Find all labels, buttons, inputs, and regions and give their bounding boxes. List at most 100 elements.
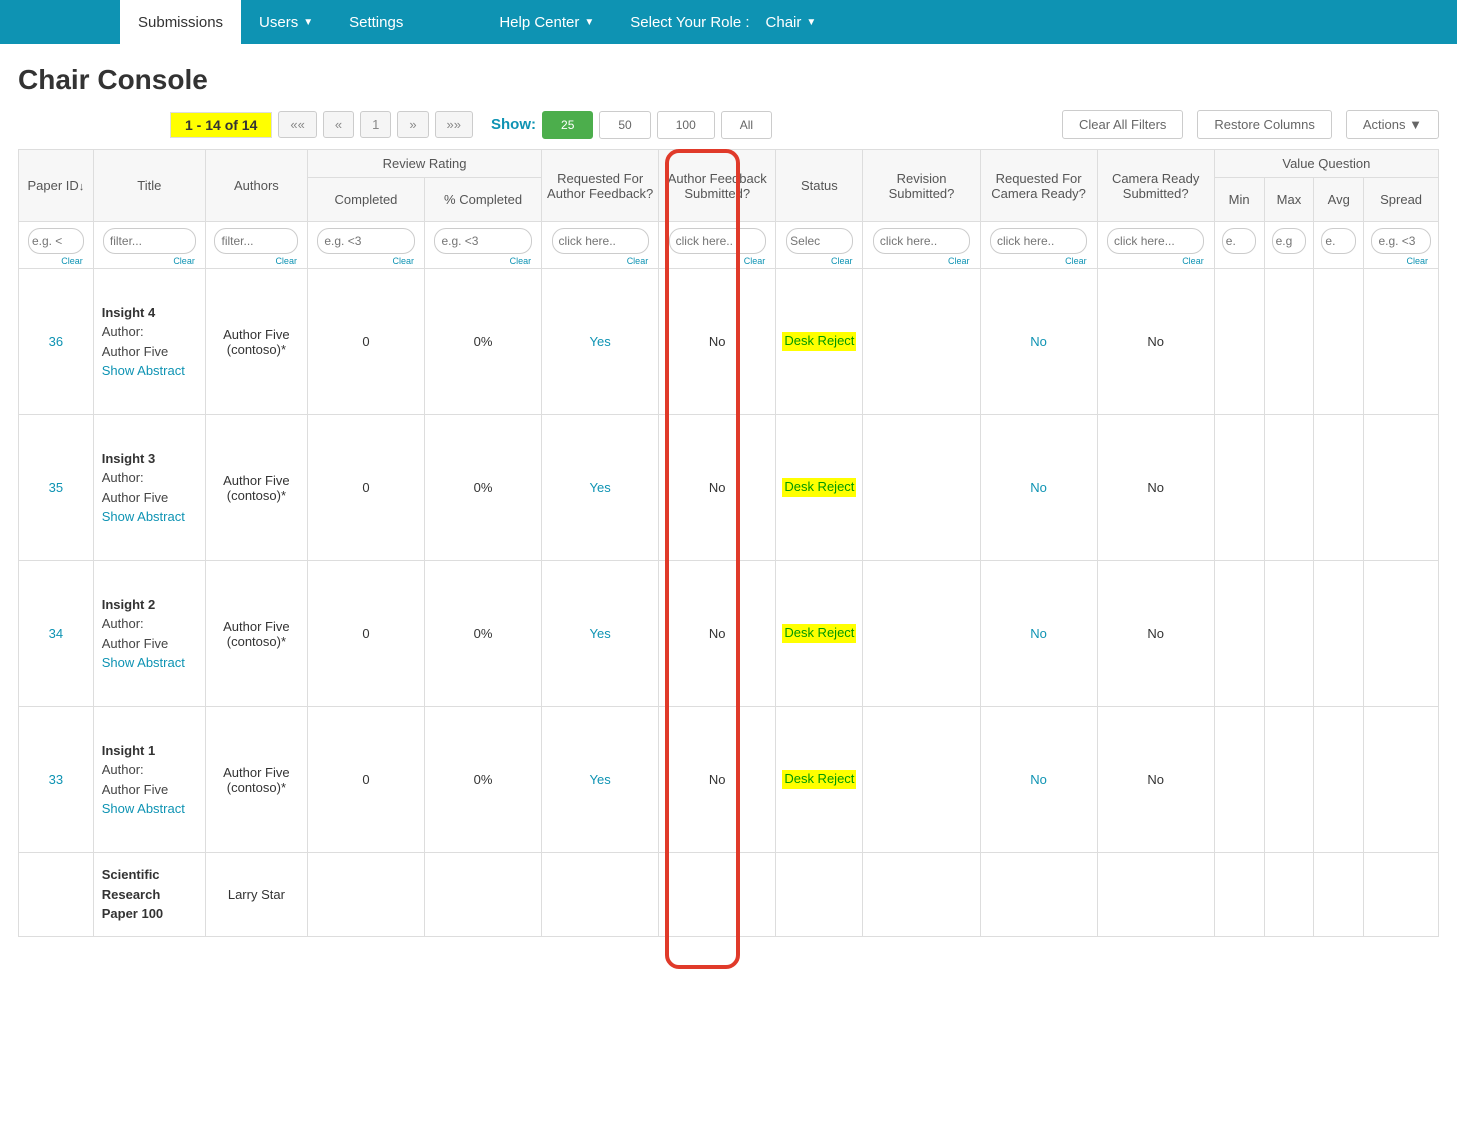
col-header-title[interactable]: Title: [93, 150, 205, 222]
cell-title: Insight 4Author:Author FiveShow Abstract: [93, 269, 205, 415]
page-size-all[interactable]: All: [721, 111, 772, 139]
show-abstract-link[interactable]: Show Abstract: [102, 507, 199, 527]
show-abstract-link[interactable]: Show Abstract: [102, 653, 199, 673]
filter-author-fb[interactable]: [669, 228, 766, 254]
clear-filter[interactable]: Clear: [663, 254, 771, 266]
clear-filter[interactable]: Clear: [210, 254, 303, 266]
page-size-50[interactable]: 50: [599, 111, 650, 139]
col-header-camera-sub[interactable]: Camera Ready Submitted?: [1097, 150, 1214, 222]
status-badge: Desk Reject: [782, 770, 856, 789]
paper-id-link[interactable]: 33: [49, 772, 63, 787]
req-camera-value[interactable]: No: [1030, 772, 1047, 787]
filter-max[interactable]: [1272, 228, 1307, 254]
filter-spread[interactable]: [1371, 228, 1430, 254]
clear-filter[interactable]: Clear: [23, 254, 89, 266]
filter-req-author[interactable]: [552, 228, 649, 254]
col-header-status[interactable]: Status: [776, 150, 863, 222]
cell-status: Desk Reject: [776, 707, 863, 853]
page-size-25[interactable]: 25: [542, 111, 593, 139]
cell-authors: Author Five (contoso)*: [205, 707, 307, 853]
pager-first[interactable]: ««: [278, 111, 316, 138]
filter-min[interactable]: [1222, 228, 1257, 254]
filter-camera-sub[interactable]: [1107, 228, 1204, 254]
filter-title[interactable]: [103, 228, 196, 254]
cell-max: [1264, 561, 1314, 707]
col-header-revision[interactable]: Revision Submitted?: [863, 150, 980, 222]
clear-filter[interactable]: Clear: [1102, 254, 1210, 266]
caret-icon: ▼: [1409, 117, 1422, 132]
cell-status: Desk Reject: [776, 561, 863, 707]
nav-users[interactable]: Users▼: [241, 0, 331, 44]
clear-filter[interactable]: Clear: [867, 254, 975, 266]
filter-status[interactable]: [786, 228, 852, 254]
role-selector[interactable]: Chair ▼: [758, 0, 825, 44]
filter-authors[interactable]: [214, 228, 298, 254]
cell-req-camera: No: [980, 707, 1097, 853]
req-camera-value[interactable]: No: [1030, 626, 1047, 641]
cell-max: [1264, 415, 1314, 561]
req-camera-value[interactable]: No: [1030, 480, 1047, 495]
cell-spread: [1364, 561, 1439, 707]
req-author-value[interactable]: Yes: [590, 334, 611, 349]
req-camera-value[interactable]: No: [1030, 334, 1047, 349]
page-size-100[interactable]: 100: [657, 111, 715, 139]
filter-pct[interactable]: [434, 228, 531, 254]
pager-last[interactable]: »»: [435, 111, 473, 138]
col-header-pct-completed[interactable]: % Completed: [425, 178, 542, 222]
col-header-max[interactable]: Max: [1264, 178, 1314, 222]
cell-spread: [1364, 269, 1439, 415]
paper-id-link[interactable]: 35: [49, 480, 63, 495]
show-abstract-link[interactable]: Show Abstract: [102, 361, 199, 381]
filter-avg[interactable]: [1321, 228, 1356, 254]
col-header-paper-id-label: Paper ID: [27, 178, 78, 193]
col-header-authors[interactable]: Authors: [205, 150, 307, 222]
cell-title: Insight 2Author:Author FiveShow Abstract: [93, 561, 205, 707]
clear-filter[interactable]: Clear: [98, 254, 201, 266]
col-header-paper-id[interactable]: Paper ID↓: [19, 150, 94, 222]
pager-page[interactable]: 1: [360, 111, 391, 138]
role-label: Select Your Role :: [612, 0, 757, 44]
author-name: Author Five: [102, 342, 199, 362]
nav-settings[interactable]: Settings: [331, 0, 421, 44]
req-author-value[interactable]: Yes: [590, 772, 611, 787]
col-header-req-camera[interactable]: Requested For Camera Ready?: [980, 150, 1097, 222]
clear-filter[interactable]: Clear: [985, 254, 1093, 266]
nav-help[interactable]: Help Center▼: [481, 0, 612, 44]
req-author-value[interactable]: Yes: [590, 480, 611, 495]
clear-filter[interactable]: Clear: [780, 254, 858, 266]
req-author-value[interactable]: Yes: [590, 626, 611, 641]
cell-authors: Author Five (contoso)*: [205, 561, 307, 707]
col-header-min[interactable]: Min: [1214, 178, 1264, 222]
clear-all-filters-button[interactable]: Clear All Filters: [1062, 110, 1183, 139]
col-header-spread[interactable]: Spread: [1364, 178, 1439, 222]
clear-filter[interactable]: Clear: [546, 254, 654, 266]
paper-id-link[interactable]: 34: [49, 626, 63, 641]
pager-next[interactable]: »: [397, 111, 428, 138]
nav-submissions[interactable]: Submissions: [120, 0, 241, 44]
col-header-avg[interactable]: Avg: [1314, 178, 1364, 222]
cell-authors: Author Five (contoso)*: [205, 415, 307, 561]
cell-camera-sub: No: [1097, 415, 1214, 561]
cell-revision: [863, 561, 980, 707]
filter-req-camera[interactable]: [990, 228, 1087, 254]
show-abstract-link[interactable]: Show Abstract: [102, 799, 199, 819]
filter-completed[interactable]: [317, 228, 414, 254]
filter-revision[interactable]: [873, 228, 970, 254]
clear-filter[interactable]: Clear: [429, 254, 537, 266]
paper-id-link[interactable]: 36: [49, 334, 63, 349]
col-header-author-fb[interactable]: Author Feedback Submitted?: [659, 150, 776, 222]
cell-pct-completed: [425, 853, 542, 937]
pager-prev[interactable]: «: [323, 111, 354, 138]
col-header-completed[interactable]: Completed: [307, 178, 424, 222]
cell-min: [1214, 707, 1264, 853]
cell-max: [1264, 707, 1314, 853]
restore-columns-button[interactable]: Restore Columns: [1197, 110, 1331, 139]
cell-max: [1264, 853, 1314, 937]
actions-dropdown[interactable]: Actions ▼: [1346, 110, 1439, 139]
table-row: 36 Insight 4Author:Author FiveShow Abstra…: [19, 269, 1439, 415]
clear-filter[interactable]: Clear: [1368, 254, 1434, 266]
clear-filter[interactable]: Clear: [312, 254, 420, 266]
author-prefix: Author:: [102, 614, 199, 634]
col-header-req-author[interactable]: Requested For Author Feedback?: [542, 150, 659, 222]
filter-paper-id[interactable]: [28, 228, 84, 254]
